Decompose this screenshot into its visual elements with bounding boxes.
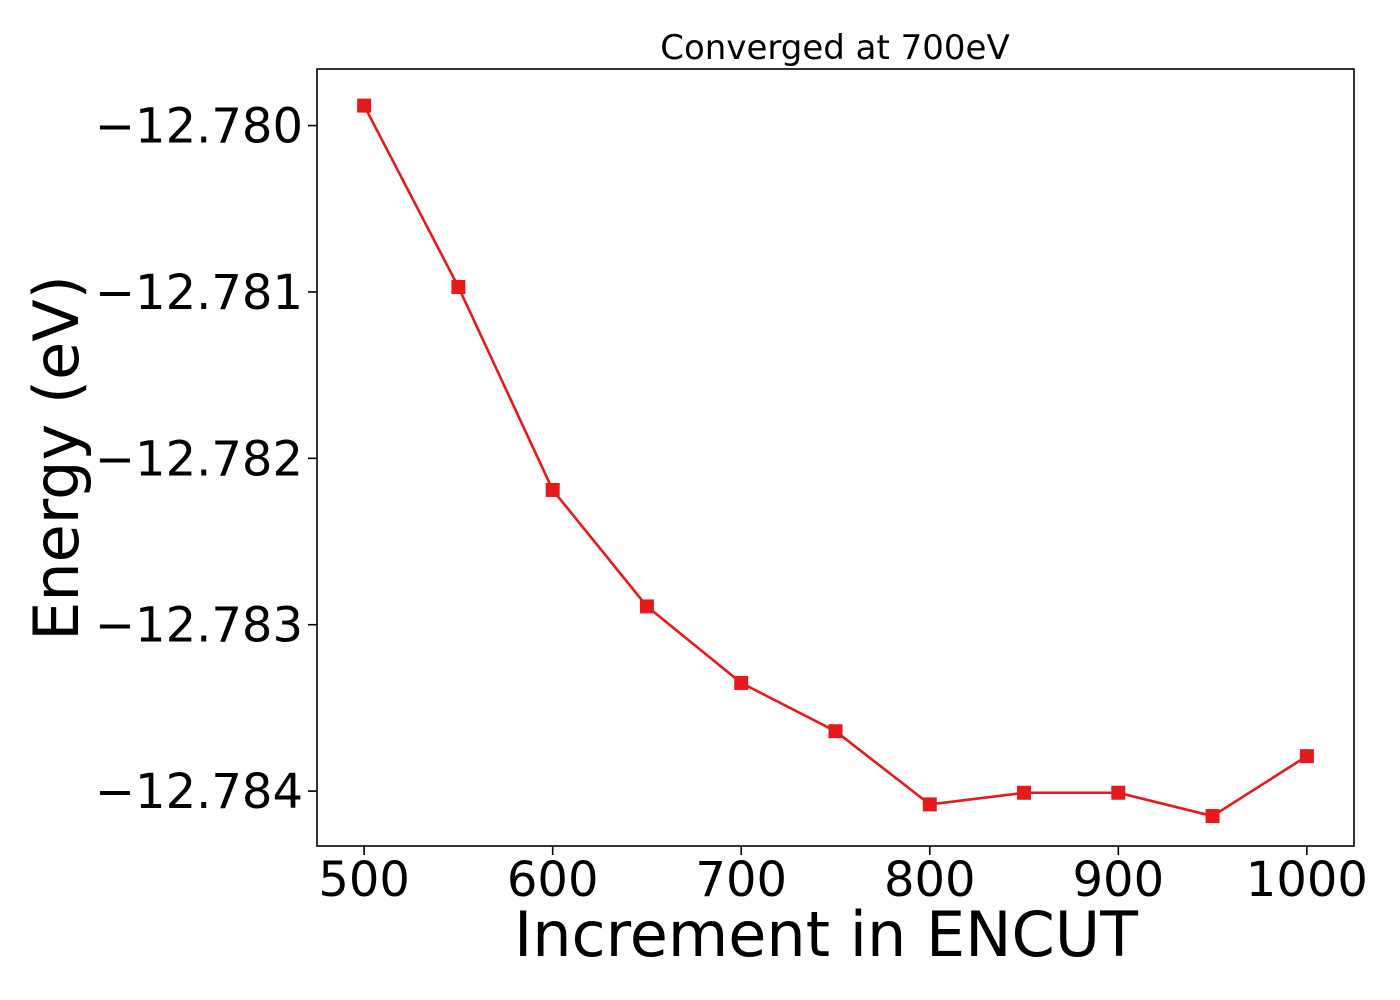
plot-frame <box>316 68 1355 847</box>
y-tick-label: −12.781 <box>95 265 303 321</box>
y-tick-label: −12.783 <box>95 598 303 654</box>
data-point-marker <box>639 599 654 614</box>
data-point-marker <box>357 98 372 113</box>
data-point-marker <box>828 724 843 739</box>
data-point-marker <box>451 279 466 294</box>
data-point-marker <box>1017 785 1032 800</box>
series-layer <box>357 98 1314 824</box>
y-tick-label: −12.782 <box>95 431 303 487</box>
data-point-marker <box>1205 809 1220 824</box>
x-tick-label: 600 <box>507 852 599 908</box>
data-point-marker <box>922 797 937 812</box>
x-tick-label: 1000 <box>1246 852 1368 908</box>
data-point-marker <box>1111 785 1126 800</box>
x-tick-label: 500 <box>318 852 410 908</box>
x-tick-label: 900 <box>1073 852 1165 908</box>
data-point-marker <box>1299 749 1314 764</box>
y-axis-label: Energy (eV) <box>20 275 93 641</box>
series-line <box>362 105 1308 818</box>
x-tick-label: 700 <box>695 852 787 908</box>
y-axis-ticks: −12.780 −12.781 −12.782 −12.783 −12.784 <box>95 99 317 820</box>
chart-title: Converged at 700eV <box>660 28 1009 68</box>
data-point-marker <box>734 675 749 690</box>
y-tick-label: −12.780 <box>95 99 303 155</box>
x-tick-label: 800 <box>884 852 976 908</box>
y-tick-label: −12.784 <box>95 764 303 820</box>
x-axis-label: Increment in ENCUT <box>514 898 1139 971</box>
data-point-marker <box>545 482 560 497</box>
x-axis-ticks: 500 600 700 800 900 1000 <box>318 846 1368 908</box>
